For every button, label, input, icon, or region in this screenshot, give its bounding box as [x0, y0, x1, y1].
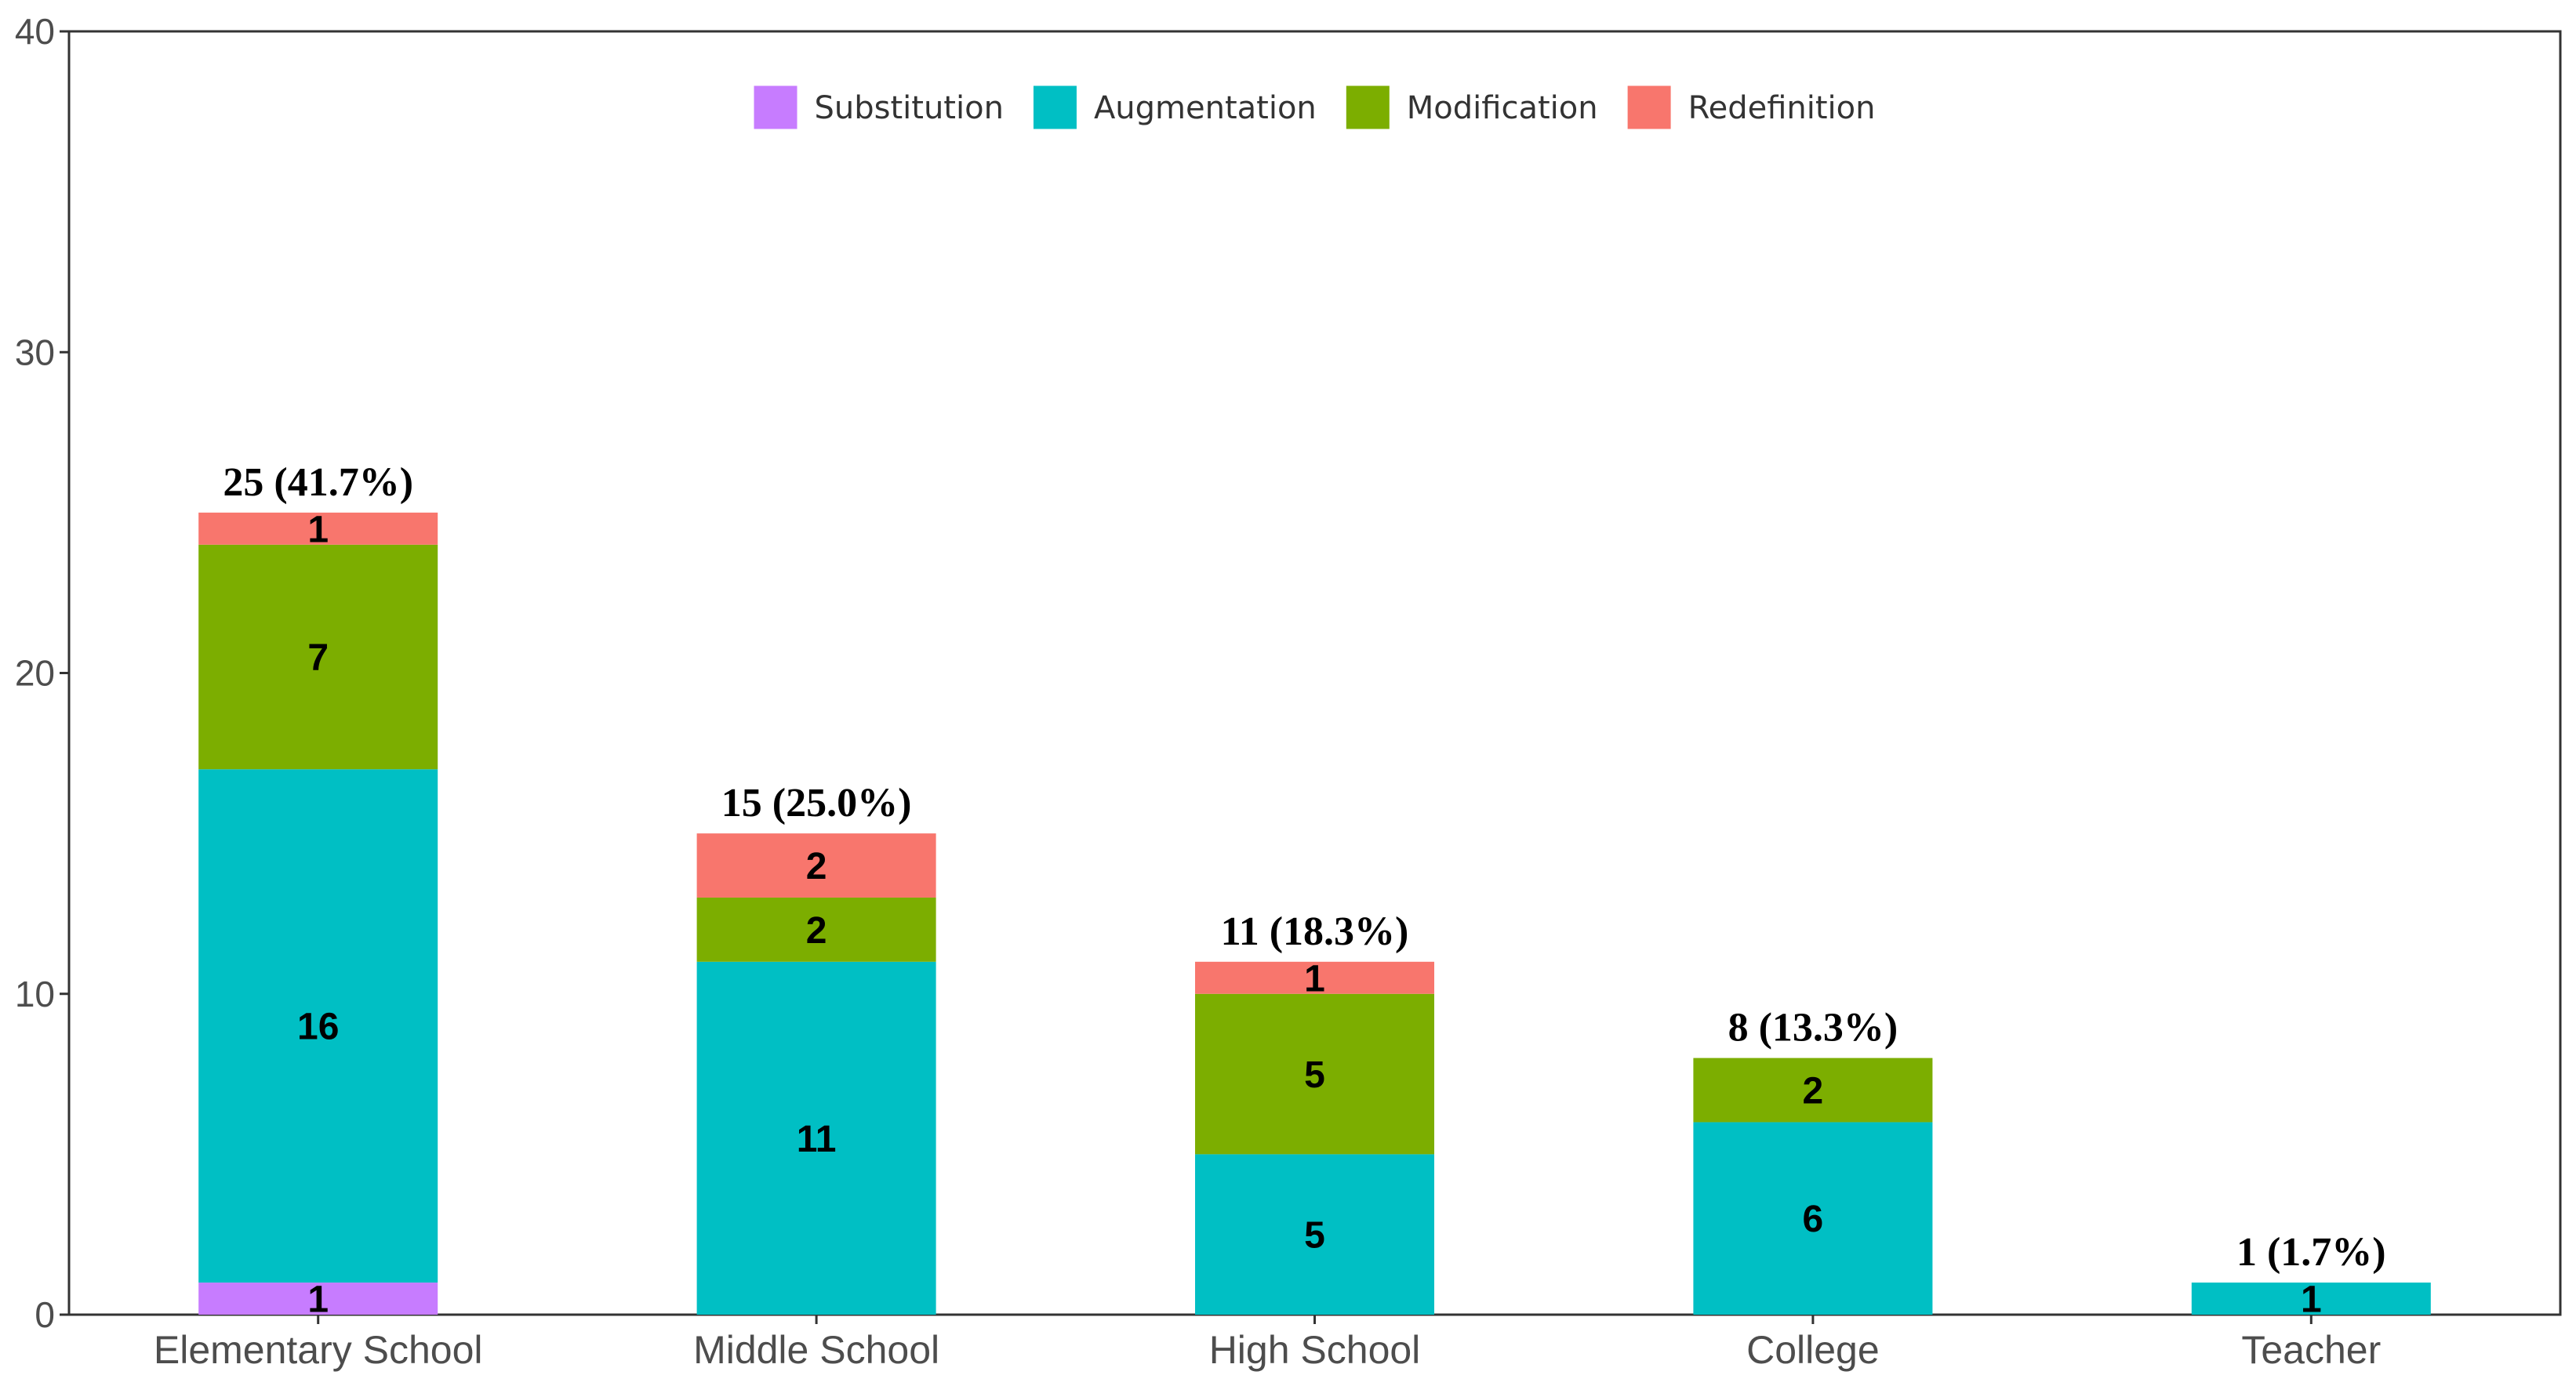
legend-swatch: [1627, 85, 1671, 129]
segment-value-label: 7: [307, 637, 329, 679]
bar-segment-augmentation: [696, 961, 936, 1315]
y-tick-label: 30: [15, 332, 55, 372]
segment-value-label: 1: [307, 509, 329, 550]
legend-swatch: [1033, 85, 1077, 129]
segment-value-label: 2: [806, 846, 827, 887]
bar-segment-augmentation: [2191, 1283, 2431, 1315]
bar-segment-redefinition: [198, 512, 438, 545]
segment-value-label: 2: [1803, 1071, 1824, 1112]
segment-value-label: 6: [1803, 1199, 1824, 1240]
bar-segment-augmentation: [198, 769, 438, 1283]
x-category-label: College: [1746, 1328, 1880, 1372]
bar-stack: 11 (1.7%): [2191, 1230, 2431, 1321]
bar-segment-substitution: [198, 1283, 438, 1315]
bar-segment-modification: [198, 544, 438, 770]
bar-stack: 6 2 8 (13.3%): [1693, 1006, 1933, 1315]
y-tick-label: 40: [15, 11, 55, 52]
bar-stack: 11 2 2 15 (25.0%): [696, 781, 936, 1315]
legend-label: Substitution: [815, 90, 1004, 126]
bar-total-label: 1 (1.7%): [2236, 1230, 2386, 1275]
legend-label: Augmentation: [1094, 90, 1317, 126]
segment-value-label: 1: [1304, 958, 1325, 1000]
segment-value-label: 11: [797, 1119, 837, 1160]
bar-stack: 5 5 111 (18.3%): [1195, 909, 1434, 1315]
bar-segment-redefinition: [1195, 961, 1434, 994]
segment-value-label: 1: [2301, 1279, 2322, 1321]
bar-segment-redefinition: [696, 833, 936, 898]
x-category-label: Teacher: [2241, 1328, 2381, 1372]
x-category-label: High School: [1209, 1328, 1421, 1372]
segment-value-label: 5: [1304, 1054, 1325, 1096]
x-category-label: Middle School: [693, 1328, 939, 1372]
y-tick-label: 20: [15, 653, 55, 694]
legend-label: Redefinition: [1688, 90, 1876, 126]
bar-total-label: 25 (41.7%): [223, 460, 413, 505]
bar-segment-modification: [1693, 1058, 1933, 1123]
bar-segment-augmentation: [1693, 1122, 1933, 1315]
y-tick-label: 0: [35, 1294, 55, 1335]
legend-swatch: [1346, 85, 1390, 129]
legend-item: Augmentation: [1033, 85, 1317, 129]
bar-total-label: 11 (18.3%): [1221, 909, 1409, 954]
bar-segment-modification: [1195, 993, 1434, 1155]
segment-value-label: 5: [1304, 1215, 1325, 1257]
legend: Substitution Augmentation Modification Rede…: [754, 85, 1876, 129]
segment-value-label: 16: [297, 1007, 339, 1048]
bar-total-label: 8 (13.3%): [1728, 1006, 1898, 1050]
legend-swatch: [754, 85, 798, 129]
segment-value-label: 2: [806, 910, 827, 952]
bar-total-label: 15 (25.0%): [721, 781, 912, 825]
bar-segment-modification: [696, 897, 936, 962]
x-category-label: Elementary School: [154, 1328, 483, 1372]
x-axis: Elementary School Middle School High Schoo…: [154, 1315, 2381, 1372]
y-tick-label: 10: [15, 974, 55, 1014]
y-axis: 0 10 20 30 40: [15, 11, 69, 1335]
bar-segment-augmentation: [1195, 1154, 1434, 1315]
legend-item: Substitution: [754, 85, 1004, 129]
segment-value-label: 1: [307, 1279, 329, 1321]
legend-item: Modification: [1346, 85, 1598, 129]
legend-label: Modification: [1407, 90, 1598, 126]
legend-item: Redefinition: [1627, 85, 1876, 129]
